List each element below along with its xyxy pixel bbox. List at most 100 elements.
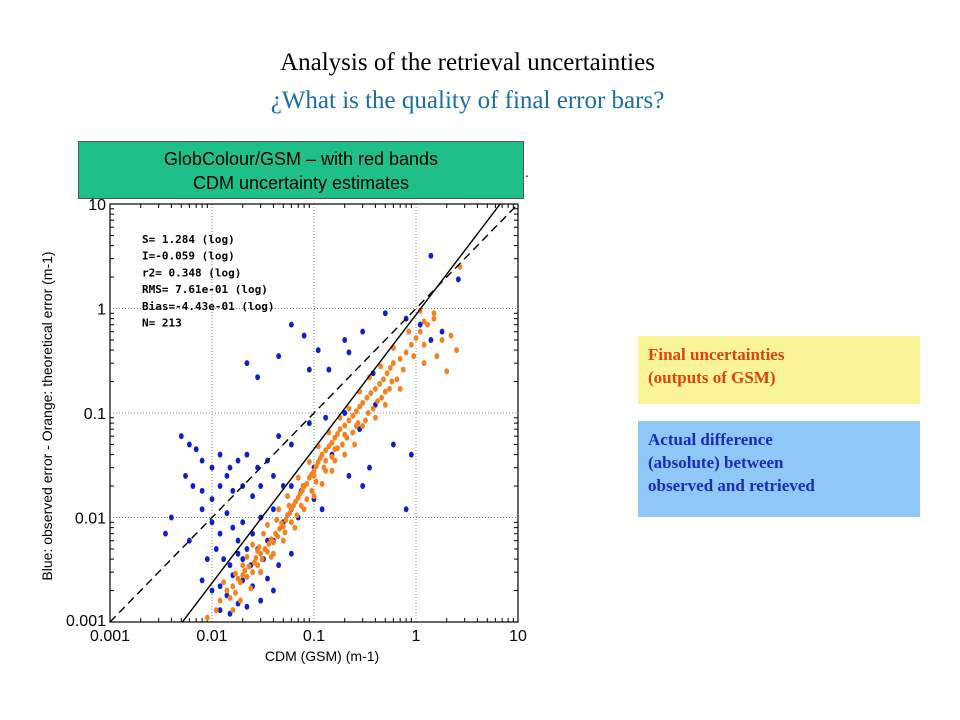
orange-data-point: [292, 524, 298, 531]
orange-data-point: [379, 394, 385, 401]
blue-data-point: [235, 550, 241, 557]
orange-data-point: [293, 498, 298, 505]
orange-data-point: [274, 516, 280, 523]
orange-data-point: [283, 516, 289, 523]
legend-final-uncertainties: Final uncertainties (outputs of GSM): [638, 336, 920, 404]
orange-data-point: [425, 321, 431, 328]
orange-data-point: [365, 410, 371, 416]
orange-data-point: [319, 480, 325, 487]
orange-data-point: [287, 510, 293, 517]
blue-data-point: [244, 603, 250, 610]
orange-data-point: [298, 502, 304, 509]
orange-data-point: [431, 310, 437, 317]
orange-data-point: [439, 336, 445, 343]
orange-data-point: [286, 502, 292, 509]
blue-data-point: [319, 506, 325, 513]
blue-data-point: [244, 360, 250, 367]
orange-data-point: [373, 385, 378, 392]
blue-data-point: [315, 347, 321, 354]
legend-final-line2: (outputs of GSM): [648, 368, 776, 387]
x-axis-label: CDM (GSM) (m-1): [265, 648, 379, 664]
orange-data-point: [240, 572, 246, 579]
blue-data-point: [183, 472, 188, 479]
blue-data-point: [276, 433, 282, 440]
orange-data-point: [244, 573, 250, 580]
orange-data-point: [421, 341, 427, 348]
orange-data-point: [329, 467, 335, 474]
y-axis-label: Blue: observed error - Orange: theoretic…: [39, 251, 55, 580]
blue-data-point: [217, 530, 223, 537]
blue-data-point: [204, 556, 210, 563]
x-tick-label: 1: [412, 628, 421, 645]
orange-data-point: [288, 519, 294, 526]
orange-data-point: [400, 366, 406, 373]
orange-data-point: [397, 385, 403, 392]
orange-data-point: [342, 422, 348, 429]
orange-data-point: [321, 464, 327, 471]
orange-data-point: [217, 597, 223, 604]
blue-data-point: [217, 451, 223, 458]
blue-data-point: [271, 587, 276, 594]
orange-data-point: [413, 335, 419, 342]
orange-data-point: [256, 544, 262, 551]
orange-data-point: [230, 607, 236, 614]
orange-data-point: [342, 431, 348, 438]
orange-data-point: [370, 405, 376, 412]
orange-data-point: [323, 457, 329, 464]
blue-data-point: [178, 433, 184, 440]
orange-data-point: [350, 412, 356, 419]
orange-data-point: [352, 441, 357, 448]
blue-data-point: [403, 506, 409, 513]
orange-data-point: [346, 417, 352, 424]
orange-data-point: [342, 451, 348, 458]
orange-data-point: [265, 521, 270, 528]
blue-data-point: [255, 374, 261, 381]
y-tick-label: 1: [97, 302, 106, 319]
blue-data-point: [367, 464, 372, 471]
orange-data-point: [311, 493, 317, 500]
y-tick-label: 0.01: [75, 511, 106, 528]
orange-data-point: [444, 368, 450, 375]
dataset-label-box: GlobColour/GSM – with red bands CDM unce…: [78, 141, 524, 199]
orange-data-point: [319, 451, 325, 458]
orange-data-point: [221, 579, 227, 586]
orange-data-point: [387, 385, 392, 392]
orange-data-point: [238, 597, 243, 604]
orange-data-point: [367, 374, 372, 381]
orange-data-point: [323, 447, 329, 454]
orange-data-point: [411, 353, 417, 360]
blue-data-point: [230, 524, 236, 531]
blue-data-point: [326, 366, 332, 373]
orange-data-point: [265, 548, 270, 555]
blue-data-point: [342, 336, 348, 343]
orange-data-point: [246, 563, 252, 570]
orange-data-point: [280, 523, 286, 530]
orange-data-point: [384, 370, 390, 377]
blue-data-point: [288, 550, 294, 557]
orange-data-point: [337, 426, 343, 433]
orange-data-point: [357, 403, 363, 410]
blue-data-point: [209, 496, 215, 503]
orange-data-point: [417, 328, 423, 335]
orange-data-point: [238, 579, 243, 586]
y-tick-label: 0.1: [84, 406, 106, 423]
orange-data-point: [233, 570, 238, 577]
orange-data-point: [242, 567, 248, 574]
orange-data-point: [408, 341, 414, 348]
blue-data-point: [244, 545, 250, 552]
orange-data-point: [304, 496, 310, 503]
blue-data-point: [276, 562, 282, 569]
orange-data-point: [258, 569, 264, 576]
orange-data-point: [332, 457, 338, 464]
blue-data-point: [258, 483, 264, 490]
blue-data-point: [250, 493, 255, 500]
blue-data-point: [301, 332, 307, 339]
orange-data-point: [448, 332, 454, 339]
blue-data-point: [240, 556, 246, 563]
blue-data-point: [209, 464, 215, 471]
orange-data-point: [313, 478, 319, 485]
x-tick-label: 0.001: [90, 628, 130, 645]
blue-data-point: [230, 487, 236, 494]
orange-data-point: [204, 614, 210, 621]
orange-data-point: [378, 363, 384, 370]
